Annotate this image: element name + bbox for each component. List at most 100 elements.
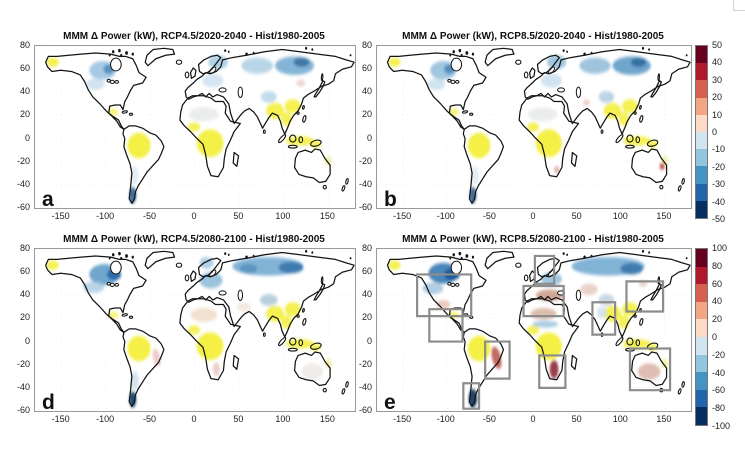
region-box-patagonia [463,383,479,408]
x-tick-label: 150 [319,414,335,424]
x-tick-label: 50 [571,414,582,424]
y-tick-label: 40 [361,289,372,300]
x-tick-label: 0 [191,211,197,221]
colorbar-bottom-row [695,248,708,426]
world-map-a [35,46,355,208]
colorbar-segment [696,200,707,218]
x-tick-label: 0 [530,211,536,221]
colorbar-segment [696,149,707,167]
region-box-united-states [417,274,471,316]
x-tick-label: 50 [233,211,244,221]
colorbar-segment [696,131,707,150]
y-tick-label: 40 [19,289,30,300]
x-tick-label: -100 [436,211,455,221]
x-tick-label: -50 [482,414,496,424]
region-box-eastern-brazil [485,342,509,379]
colorbar-tick-label: 20 [712,92,723,103]
map-panel-d: d [34,248,356,414]
x-tick-label: -100 [96,211,115,221]
x-tick-label: 100 [612,211,628,221]
region-box-australia [630,349,670,391]
colorbar-tick-label: -100 [712,421,731,431]
x-tick-label: -100 [96,414,115,424]
y-tick-label: -40 [16,381,30,392]
y-tick-label: 20 [361,312,372,323]
y-tick-label: -60 [16,202,30,212]
region-box-southern-africa [539,355,565,387]
world-map-e [377,249,691,411]
anomaly-patches [46,257,332,408]
y-tick-label: -60 [16,405,30,415]
colorbar-tick-label: 80 [712,260,723,271]
colorbar-tick-label: -20 [712,161,726,172]
colorbar-tick-label: 100 [712,243,728,253]
y-tick-label: 60 [361,266,372,277]
x-tick-label: 100 [275,414,291,424]
region-box-mediterranean [524,286,564,316]
x-tick-label: 50 [571,211,582,221]
y-tick-label: 60 [361,63,372,74]
x-tick-label: -50 [482,211,496,221]
colorbar-tick-label: -20 [712,349,726,360]
colorbar-segment [696,249,707,267]
y-tick-label: 40 [19,86,30,97]
colorbar-tick-label: -40 [712,367,726,378]
x-tick-label: 150 [656,211,672,221]
x-tick-label: -50 [143,414,157,424]
region-box-central-america [429,309,462,341]
panel-d-title: MMM Δ Power (kW), RCP4.5/2080-2100 - His… [63,234,325,245]
map-panel-a: a [34,45,356,211]
world-map-d [35,249,355,411]
y-tick-label: 0 [24,132,30,143]
y-tick-label: 20 [19,109,30,120]
colorbar-segment [696,266,707,285]
colorbar-tick-label: 30 [712,74,723,85]
map-panel-e: e [376,248,692,414]
x-tick-label: 150 [656,414,672,424]
x-tick-label: -150 [51,414,70,424]
colorbar-segment [696,336,707,355]
colorbar-segment [696,354,707,373]
x-tick-label: 150 [319,211,335,221]
panel-a-title: MMM Δ Power (kW), RCP4.5/2020-2040 - His… [63,31,325,42]
colorbar-segment [696,389,707,408]
x-tick-label: 0 [191,414,197,424]
colorbar-tick-label: 0 [712,332,718,342]
y-tick-label: -20 [16,358,30,369]
y-tick-label: 60 [19,63,30,74]
colorbar-tick-label: 0 [712,127,718,137]
y-tick-label: -40 [16,178,30,189]
colorbar-segment [696,372,707,390]
y-tick-label: 20 [361,109,372,120]
colorbar-tick-label: 20 [712,314,723,325]
colorbar-tick-label: 40 [712,57,723,68]
y-tick-label: 0 [24,335,30,346]
region-box-south-asia [592,302,615,334]
colorbar-tick-label: -80 [712,403,726,414]
y-tick-label: 40 [361,86,372,97]
colorbar-segment [696,97,707,115]
y-tick-label: 60 [19,266,30,277]
y-tick-label: -20 [16,155,30,166]
panel-e-title: MMM Δ Power (kW), RCP8.5/2080-2100 - His… [402,234,664,245]
y-tick-label: 80 [361,243,372,253]
x-tick-label: 100 [275,211,291,221]
colorbar-segment [696,166,707,184]
colorbar-tick-label: -50 [712,214,726,224]
colorbar-tick-label: 10 [712,109,723,120]
y-tick-label: 0 [366,132,372,143]
screenshot-corner-artifact [733,0,745,11]
panel-a-letter: a [42,188,54,211]
colorbar-tick-label: -40 [712,196,726,207]
panel-e-letter: e [384,391,396,414]
colorbar-top-row [695,45,708,219]
colorbar-segment [696,407,707,425]
y-tick-label: 80 [19,40,30,50]
x-tick-label: 100 [612,414,628,424]
colorbar-segment [696,80,707,98]
y-tick-label: -20 [358,358,372,369]
y-tick-label: 0 [366,335,372,346]
x-tick-label: -100 [436,414,455,424]
panel-d-letter: d [42,391,55,414]
